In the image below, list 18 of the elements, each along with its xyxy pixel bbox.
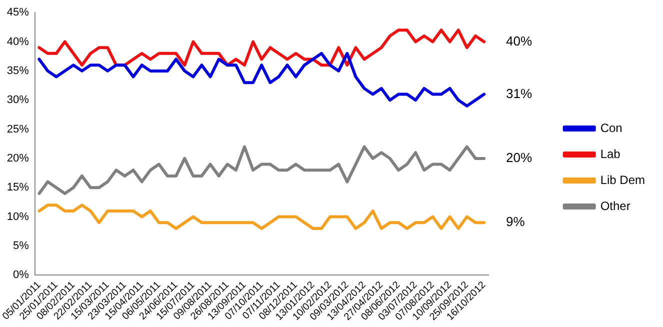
annotation: 20% (506, 150, 532, 166)
y-tick-label: 40% (6, 36, 30, 48)
annotation: 40% (506, 33, 532, 48)
legend-label: Con (600, 120, 622, 135)
legend-label: Other (600, 198, 630, 213)
y-tick-label: 20% (6, 152, 30, 164)
y-tick-label: 15% (6, 182, 30, 194)
y-tick-label: 35% (6, 64, 30, 77)
y-tick-label: 45% (6, 6, 30, 19)
annotation: 31% (506, 86, 532, 101)
y-tick-label: 30% (6, 94, 30, 106)
annotation: 9% (506, 214, 526, 230)
legend-label: Lib Dem (600, 172, 646, 187)
y-tick-label: 25% (6, 123, 30, 136)
y-tick-label: 0% (13, 269, 30, 282)
y-tick-label: 10% (6, 210, 30, 223)
y-tick-label: 5% (13, 240, 30, 252)
legend-label: Lab (600, 146, 621, 161)
